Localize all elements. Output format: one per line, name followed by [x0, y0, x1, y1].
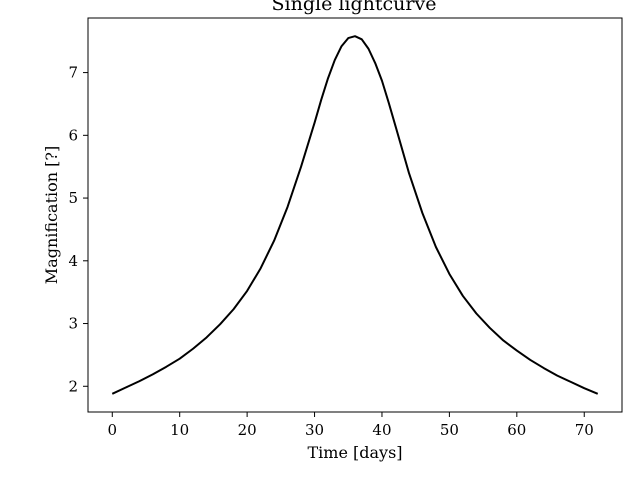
- x-axis-ticks: 0 10 20 30 40 50 60 70: [107, 412, 594, 439]
- x-tick-label: 30: [305, 421, 324, 439]
- x-tick-label: 20: [238, 421, 257, 439]
- y-axis-label: Magnification [?]: [42, 146, 61, 284]
- x-tick-label: 40: [372, 421, 391, 439]
- y-tick-label: 3: [68, 315, 78, 333]
- y-tick-label: 6: [68, 126, 78, 144]
- y-tick-label: 5: [68, 189, 78, 207]
- x-tick-label: 0: [107, 421, 117, 439]
- plot-frame: [87, 17, 623, 413]
- y-tick-label: 4: [68, 252, 78, 270]
- x-tick-label: 70: [575, 421, 594, 439]
- x-tick-label: 50: [440, 421, 459, 439]
- chart-title: Single lightcurve: [272, 0, 437, 15]
- y-tick-label: 7: [68, 64, 78, 82]
- series-line-0: [111, 35, 599, 395]
- y-tick-label: 2: [68, 377, 78, 395]
- series-layer: [111, 35, 599, 395]
- x-tick-label: 60: [507, 421, 526, 439]
- x-axis-label: Time [days]: [307, 443, 402, 462]
- y-axis-ticks: 2 3 4 5 6 7: [68, 64, 88, 395]
- x-tick-label: 10: [170, 421, 189, 439]
